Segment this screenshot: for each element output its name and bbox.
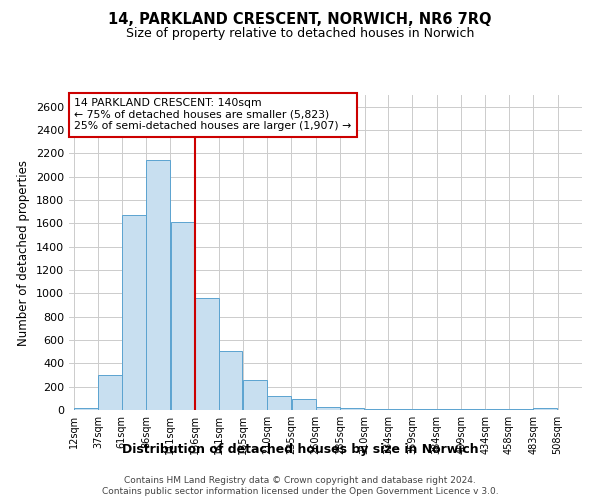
- Bar: [195, 298, 219, 410]
- Bar: [74, 408, 98, 410]
- Bar: [146, 160, 170, 410]
- Bar: [533, 408, 557, 410]
- Bar: [340, 408, 364, 410]
- Bar: [122, 215, 146, 410]
- Y-axis label: Number of detached properties: Number of detached properties: [17, 160, 31, 346]
- Text: Size of property relative to detached houses in Norwich: Size of property relative to detached ho…: [126, 28, 474, 40]
- Bar: [316, 406, 340, 410]
- Text: Distribution of detached houses by size in Norwich: Distribution of detached houses by size …: [122, 442, 478, 456]
- Bar: [292, 399, 316, 410]
- Bar: [98, 375, 122, 410]
- Text: Contains HM Land Registry data © Crown copyright and database right 2024.: Contains HM Land Registry data © Crown c…: [124, 476, 476, 485]
- Text: 14 PARKLAND CRESCENT: 140sqm
← 75% of detached houses are smaller (5,823)
25% of: 14 PARKLAND CRESCENT: 140sqm ← 75% of de…: [74, 98, 352, 132]
- Bar: [170, 222, 194, 410]
- Bar: [243, 380, 267, 410]
- Text: Contains public sector information licensed under the Open Government Licence v : Contains public sector information licen…: [101, 488, 499, 496]
- Text: 14, PARKLAND CRESCENT, NORWICH, NR6 7RQ: 14, PARKLAND CRESCENT, NORWICH, NR6 7RQ: [108, 12, 492, 28]
- Bar: [220, 350, 242, 410]
- Bar: [267, 396, 291, 410]
